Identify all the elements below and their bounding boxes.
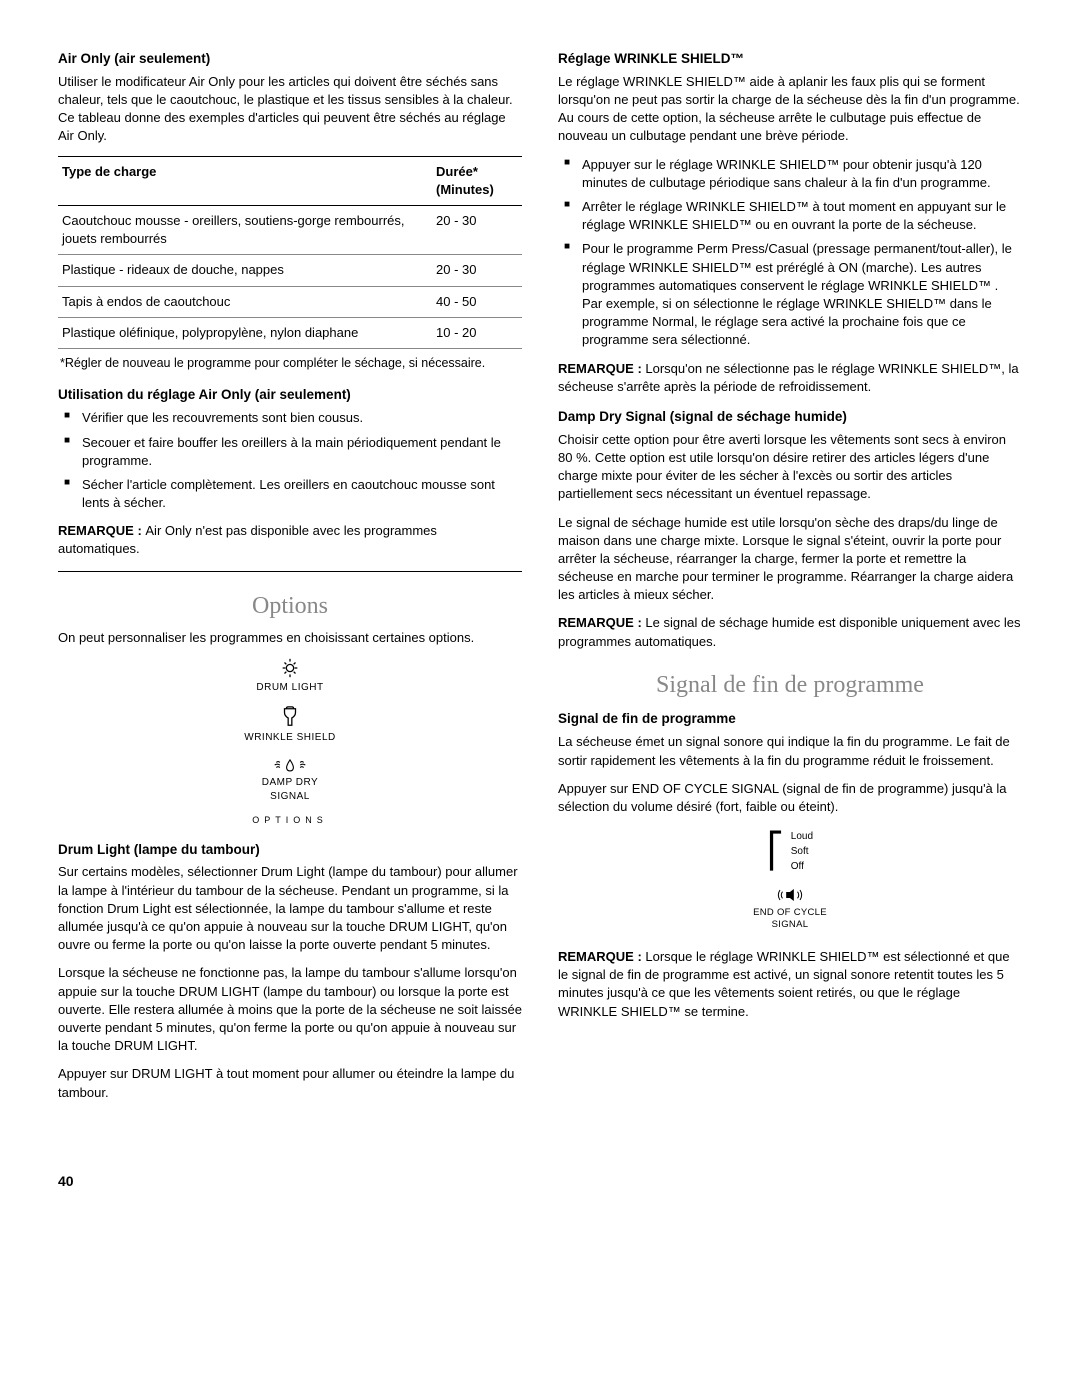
damp-dry-label: DAMP DRY — [58, 776, 522, 790]
drum-light-heading: Drum Light (lampe du tambour) — [58, 841, 522, 860]
list-item: Sécher l'article complètement. Les oreil… — [58, 476, 522, 512]
options-caption: OPTIONS — [58, 814, 522, 827]
table-header-duration: Durée*(Minutes) — [432, 156, 522, 205]
list-item: Vérifier que les recouvrements sont bien… — [58, 409, 522, 427]
signal-subheading: Signal de fin de programme — [558, 710, 1022, 729]
list-item: Secouer et faire bouffer les oreillers à… — [58, 434, 522, 470]
right-column: Réglage WRINKLE SHIELD™ Le réglage WRINK… — [558, 50, 1022, 1112]
damp-heading: Damp Dry Signal (signal de séchage humid… — [558, 408, 1022, 427]
table-footnote: *Régler de nouveau le programme pour com… — [64, 355, 522, 373]
eoc-levels: ⎡ Loud Soft Off — [767, 826, 813, 877]
damp-p2: Le signal de séchage humide est utile lo… — [558, 514, 1022, 605]
signal-p2: Appuyer sur END OF CYCLE SIGNAL (signal … — [558, 780, 1022, 816]
bracket-icon: ⎡ — [767, 826, 784, 877]
drum-light-p2: Lorsque la sécheuse ne fonctionne pas, l… — [58, 964, 522, 1055]
wrinkle-remark: REMARQUE : Lorsqu'on ne sélectionne pas … — [558, 360, 1022, 396]
options-icons-block: DRUM LIGHT WRINKLE SHIELD DAMP DRY SIGNA… — [58, 657, 522, 826]
air-only-body: Utiliser le modificateur Air Only pour l… — [58, 73, 522, 146]
drum-light-icon — [58, 657, 522, 679]
damp-dry-icon — [58, 755, 522, 774]
list-item: Arrêter le réglage WRINKLE SHIELD™ à tou… — [558, 198, 1022, 234]
drum-light-label: DRUM LIGHT — [58, 681, 522, 695]
damp-dry-label2: SIGNAL — [58, 790, 522, 804]
wrinkle-list: Appuyer sur le réglage WRINKLE SHIELD™ p… — [558, 156, 1022, 350]
left-column: Air Only (air seulement) Utiliser le mod… — [58, 50, 522, 1112]
signal-remark: REMARQUE : Lorsque le réglage WRINKLE SH… — [558, 948, 1022, 1021]
usage-heading: Utilisation du réglage Air Only (air seu… — [58, 386, 522, 405]
table-row: Plastique oléfinique, polypropylène, nyl… — [58, 317, 522, 348]
list-item: Pour le programme Perm Press/Casual (pre… — [558, 240, 1022, 349]
wrinkle-heading: Réglage WRINKLE SHIELD™ — [558, 50, 1022, 69]
table-row: Caoutchouc mousse - oreillers, soutiens-… — [58, 206, 522, 255]
signal-serif-heading: Signal de fin de programme — [558, 669, 1022, 703]
damp-remark: REMARQUE : Le signal de séchage humide e… — [558, 614, 1022, 650]
wrinkle-intro: Le réglage WRINKLE SHIELD™ aide à aplani… — [558, 73, 1022, 146]
page-number: 40 — [58, 1172, 1022, 1192]
table-row: Plastique - rideaux de douche, nappes20 … — [58, 255, 522, 286]
usage-remark: REMARQUE : Air Only n'est pas disponible… — [58, 522, 522, 558]
usage-list: Vérifier que les recouvrements sont bien… — [58, 409, 522, 512]
damp-p1: Choisir cette option pour être averti lo… — [558, 431, 1022, 504]
eoc-label: END OF CYCLESIGNAL — [558, 907, 1022, 930]
air-only-heading: Air Only (air seulement) — [58, 50, 522, 69]
options-heading: Options — [58, 590, 522, 624]
options-intro: On peut personnaliser les programmes en … — [58, 629, 522, 647]
table-row: Tapis à endos de caoutchouc40 - 50 — [58, 286, 522, 317]
drum-light-p3: Appuyer sur DRUM LIGHT à tout moment pou… — [58, 1065, 522, 1101]
air-only-table: Type de charge Durée*(Minutes) Caoutchou… — [58, 156, 522, 349]
wrinkle-shield-icon — [58, 705, 522, 729]
separator — [58, 571, 522, 572]
signal-p1: La sécheuse émet un signal sonore qui in… — [558, 733, 1022, 769]
wrinkle-shield-label: WRINKLE SHIELD — [58, 731, 522, 745]
table-header-load: Type de charge — [58, 156, 432, 205]
end-of-cycle-block: ⎡ Loud Soft Off END OF CYCLESIGNAL — [558, 826, 1022, 930]
speaker-icon — [558, 885, 1022, 903]
list-item: Appuyer sur le réglage WRINKLE SHIELD™ p… — [558, 156, 1022, 192]
drum-light-p1: Sur certains modèles, sélectionner Drum … — [58, 863, 522, 954]
